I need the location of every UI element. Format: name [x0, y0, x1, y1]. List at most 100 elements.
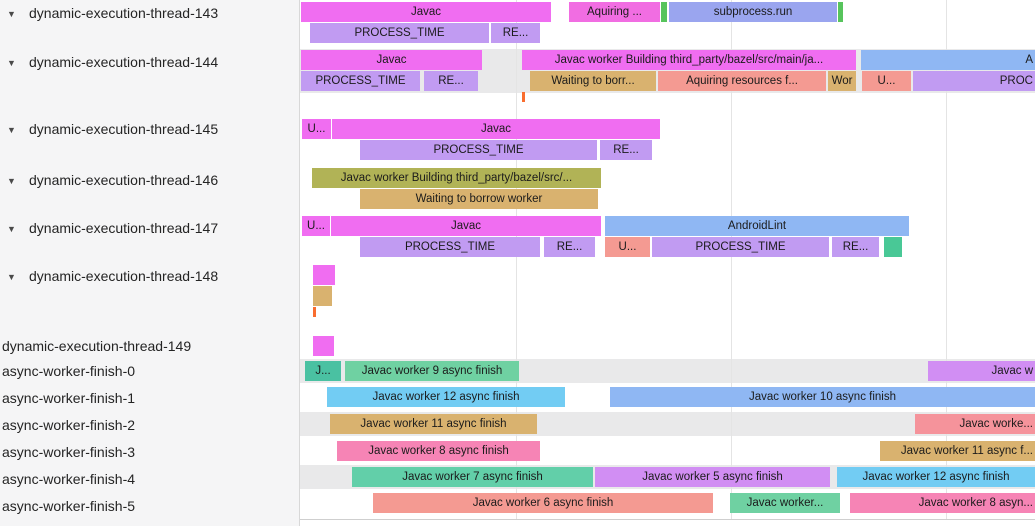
slice[interactable]: Javac worker Building third_party/bazel/… [522, 50, 856, 70]
slice[interactable]: AndroidLint [605, 216, 909, 236]
track-name-row[interactable]: ▼ dynamic-execution-thread-143 [6, 4, 218, 22]
slice[interactable]: PROCESS_TIME [310, 23, 489, 43]
slice[interactable]: Javac worker Building third_party/bazel/… [312, 168, 601, 188]
track-name-row[interactable]: ▼ dynamic-execution-thread-147 [6, 219, 218, 237]
slice[interactable]: Javac worker 11 async f... [880, 441, 1035, 461]
slice[interactable] [313, 336, 334, 356]
slice[interactable]: Javac worker 12 async finish [327, 387, 565, 407]
slice[interactable]: U... [302, 216, 330, 236]
slice-label: Javac worker 8 async finish [368, 445, 509, 457]
slice[interactable]: Javac worker 8 async finish [337, 441, 540, 461]
slice-label: PROCESS_TIME [354, 27, 445, 39]
track-name-row[interactable]: ▼ dynamic-execution-thread-144 [6, 53, 218, 71]
slice[interactable]: Javac worker 12 async finish [837, 467, 1035, 487]
slice-label: Aquiring ... [587, 6, 642, 18]
timeline-canvas[interactable]: Javac Aquiring ... subprocess.run PROCESS_T… [300, 0, 1035, 526]
slice[interactable]: A [861, 50, 1035, 70]
track-name-row[interactable]: async-worker-finish-1 [2, 389, 135, 407]
slice[interactable]: Javac worker... [730, 493, 840, 513]
slice-label: J... [315, 365, 331, 377]
slice[interactable] [661, 2, 667, 22]
time-gridline [731, 0, 732, 519]
slice[interactable]: RE... [544, 237, 595, 257]
slice[interactable]: Javac worker 6 async finish [373, 493, 713, 513]
track-name-row[interactable]: async-worker-finish-0 [2, 362, 135, 380]
slice[interactable]: U... [302, 119, 331, 139]
track-name-label: dynamic-execution-thread-143 [29, 5, 219, 21]
collapse-arrow-icon[interactable]: ▼ [7, 176, 16, 186]
collapse-arrow-icon[interactable]: ▼ [7, 9, 16, 19]
slice-label: Javac [410, 6, 442, 18]
slice[interactable]: Javac [301, 50, 482, 70]
slice[interactable]: Javac worker 10 async finish [610, 387, 1035, 407]
slice[interactable]: Javac worker 8 asyn... [850, 493, 1035, 513]
slice[interactable]: PROC [913, 71, 1035, 91]
slice[interactable]: Javac worker 7 async finish [352, 467, 593, 487]
slice[interactable]: Javac w [928, 361, 1035, 381]
slice[interactable]: Aquiring resources f... [658, 71, 826, 91]
slice[interactable] [838, 2, 843, 22]
track-name-row[interactable]: ▼ dynamic-execution-thread-145 [6, 120, 218, 138]
track-name-label: dynamic-execution-thread-147 [29, 220, 219, 236]
slice[interactable]: RE... [491, 23, 540, 43]
slice[interactable]: Javac [301, 2, 551, 22]
track-name-row[interactable]: ▼ dynamic-execution-thread-148 [6, 267, 218, 285]
collapse-arrow-icon[interactable]: ▼ [7, 125, 16, 135]
track-name-row[interactable]: dynamic-execution-thread-149 [2, 337, 191, 355]
slice[interactable] [884, 237, 902, 257]
time-gridline [516, 0, 517, 519]
slice-label: RE... [613, 144, 639, 156]
slice[interactable]: Javac worke... [915, 414, 1035, 434]
slice[interactable] [313, 265, 335, 285]
slice[interactable]: Javac [332, 119, 660, 139]
slice[interactable]: Javac worker 9 async finish [345, 361, 519, 381]
slice-label: RE... [502, 27, 529, 39]
track-name-label: dynamic-execution-thread-148 [29, 268, 219, 284]
slice-label: RE... [556, 241, 583, 253]
slice-label: Javac worker Building third_party/bazel/… [554, 54, 824, 66]
slice[interactable]: PROCESS_TIME [652, 237, 829, 257]
slice[interactable]: J... [305, 361, 341, 381]
slice[interactable]: PROCESS_TIME [360, 237, 540, 257]
slice-label: PROCESS_TIME [315, 75, 406, 87]
track-name-label: dynamic-execution-thread-146 [29, 172, 219, 188]
collapse-arrow-icon[interactable]: ▼ [7, 272, 16, 282]
slice[interactable]: Javac [331, 216, 601, 236]
slice[interactable]: RE... [424, 71, 478, 91]
slice[interactable]: RE... [832, 237, 879, 257]
slice[interactable]: Aquiring ... [569, 2, 660, 22]
slice[interactable]: Javac worker 5 async finish [595, 467, 830, 487]
slice-label: U... [307, 123, 326, 135]
track-name-row[interactable]: async-worker-finish-4 [2, 470, 135, 488]
slice-label: Javac worker 8 asyn... [918, 497, 1033, 509]
slice[interactable] [313, 286, 332, 306]
track-name-row[interactable]: async-worker-finish-5 [2, 497, 135, 515]
slice-label: Javac worker 7 async finish [402, 471, 543, 483]
collapse-arrow-icon[interactable]: ▼ [7, 224, 16, 234]
track-name-label: dynamic-execution-thread-144 [29, 54, 219, 70]
slice[interactable]: U... [605, 237, 650, 257]
track-name-label: dynamic-execution-thread-145 [29, 121, 219, 137]
instant-event-tick[interactable] [522, 92, 525, 102]
instant-event-tick[interactable] [313, 307, 316, 317]
track-name-row[interactable]: ▼ dynamic-execution-thread-146 [6, 171, 218, 189]
slice-label: Javac worker 5 async finish [642, 471, 783, 483]
track-name-row[interactable]: async-worker-finish-2 [2, 416, 135, 434]
slice[interactable]: subprocess.run [669, 2, 837, 22]
track-name-row[interactable]: async-worker-finish-3 [2, 443, 135, 461]
slice[interactable]: U... [862, 71, 911, 91]
slice[interactable]: RE... [600, 140, 652, 160]
slice[interactable]: Wor [828, 71, 856, 91]
timeline-bottom-border [300, 519, 1035, 520]
slice-label: Waiting to borrow worker [415, 193, 543, 205]
slice-label: A [1025, 54, 1033, 66]
slice[interactable]: Waiting to borrow worker [360, 189, 598, 209]
slice[interactable]: Javac worker 11 async finish [330, 414, 537, 434]
slice-label: Wor [831, 75, 853, 87]
collapse-arrow-icon[interactable]: ▼ [7, 58, 16, 68]
slice[interactable]: PROCESS_TIME [301, 71, 420, 91]
slice[interactable]: PROCESS_TIME [360, 140, 597, 160]
time-gridline [946, 0, 947, 519]
slice[interactable]: Waiting to borr... [530, 71, 656, 91]
slice-label: PROCESS_TIME [695, 241, 786, 253]
